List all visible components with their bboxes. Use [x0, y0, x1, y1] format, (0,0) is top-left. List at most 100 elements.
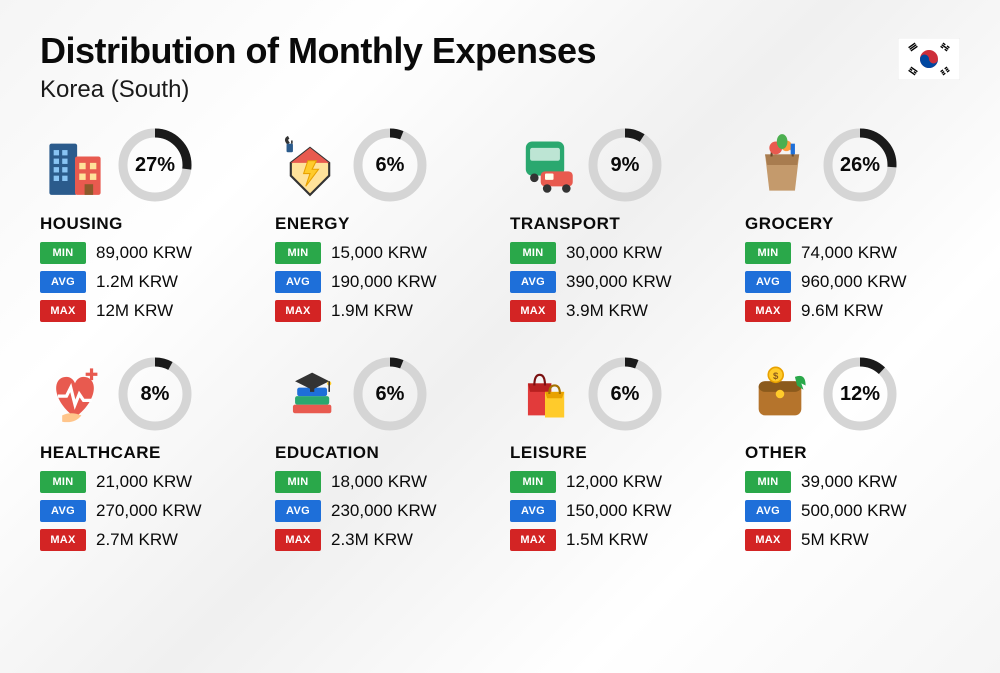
min-value: 15,000 KRW: [331, 243, 427, 263]
category-name: GROCERY: [745, 214, 960, 234]
stat-max: MAX 5M KRW: [745, 529, 960, 551]
max-badge: MAX: [745, 300, 791, 322]
flag-icon: [898, 38, 960, 80]
max-value: 5M KRW: [801, 530, 869, 550]
min-badge: MIN: [40, 242, 86, 264]
max-value: 3.9M KRW: [566, 301, 648, 321]
avg-value: 390,000 KRW: [566, 272, 672, 292]
max-value: 12M KRW: [96, 301, 173, 321]
max-badge: MAX: [275, 529, 321, 551]
transport-icon: [510, 130, 580, 200]
expense-card-leisure: 6% LEISURE MIN 12,000 KRW AVG 150,000 KR…: [510, 357, 725, 558]
expense-card-other: 12% OTHER MIN 39,000 KRW AVG 500,000 KRW…: [745, 357, 960, 558]
header: Distribution of Monthly Expenses Korea (…: [40, 30, 960, 104]
expense-card-energy: 6% ENERGY MIN 15,000 KRW AVG 190,000 KRW…: [275, 128, 490, 329]
min-value: 12,000 KRW: [566, 472, 662, 492]
energy-icon: [275, 130, 345, 200]
percent-donut: 27%: [118, 128, 192, 202]
min-value: 74,000 KRW: [801, 243, 897, 263]
min-value: 89,000 KRW: [96, 243, 192, 263]
stat-avg: AVG 270,000 KRW: [40, 500, 255, 522]
stat-min: MIN 89,000 KRW: [40, 242, 255, 264]
avg-value: 190,000 KRW: [331, 272, 437, 292]
page-subtitle: Korea (South): [40, 76, 960, 104]
grocery-icon: [745, 130, 815, 200]
max-value: 9.6M KRW: [801, 301, 883, 321]
avg-badge: AVG: [745, 271, 791, 293]
stat-min: MIN 18,000 KRW: [275, 471, 490, 493]
page-title: Distribution of Monthly Expenses: [40, 30, 960, 72]
stat-min: MIN 30,000 KRW: [510, 242, 725, 264]
category-name: HEALTHCARE: [40, 443, 255, 463]
avg-badge: AVG: [510, 271, 556, 293]
expense-card-housing: 27% HOUSING MIN 89,000 KRW AVG 1.2M KRW …: [40, 128, 255, 329]
min-badge: MIN: [275, 242, 321, 264]
avg-value: 270,000 KRW: [96, 501, 202, 521]
category-name: ENERGY: [275, 214, 490, 234]
expense-card-education: 6% EDUCATION MIN 18,000 KRW AVG 230,000 …: [275, 357, 490, 558]
avg-badge: AVG: [40, 271, 86, 293]
stat-max: MAX 2.3M KRW: [275, 529, 490, 551]
max-badge: MAX: [510, 300, 556, 322]
min-value: 39,000 KRW: [801, 472, 897, 492]
leisure-icon: [510, 359, 580, 429]
percent-label: 6%: [353, 357, 427, 431]
percent-label: 6%: [353, 128, 427, 202]
expense-grid: 27% HOUSING MIN 89,000 KRW AVG 1.2M KRW …: [40, 128, 960, 558]
percent-donut: 6%: [353, 128, 427, 202]
stat-max: MAX 2.7M KRW: [40, 529, 255, 551]
stat-min: MIN 39,000 KRW: [745, 471, 960, 493]
max-badge: MAX: [510, 529, 556, 551]
category-name: OTHER: [745, 443, 960, 463]
percent-donut: 8%: [118, 357, 192, 431]
max-badge: MAX: [40, 300, 86, 322]
min-badge: MIN: [510, 242, 556, 264]
max-badge: MAX: [40, 529, 86, 551]
avg-badge: AVG: [510, 500, 556, 522]
avg-value: 960,000 KRW: [801, 272, 907, 292]
stat-max: MAX 1.5M KRW: [510, 529, 725, 551]
expense-card-transport: 9% TRANSPORT MIN 30,000 KRW AVG 390,000 …: [510, 128, 725, 329]
max-badge: MAX: [275, 300, 321, 322]
avg-badge: AVG: [745, 500, 791, 522]
stat-min: MIN 12,000 KRW: [510, 471, 725, 493]
category-name: LEISURE: [510, 443, 725, 463]
percent-donut: 6%: [353, 357, 427, 431]
avg-value: 1.2M KRW: [96, 272, 178, 292]
min-badge: MIN: [745, 242, 791, 264]
percent-donut: 6%: [588, 357, 662, 431]
stat-max: MAX 12M KRW: [40, 300, 255, 322]
stat-min: MIN 21,000 KRW: [40, 471, 255, 493]
stat-max: MAX 1.9M KRW: [275, 300, 490, 322]
category-name: TRANSPORT: [510, 214, 725, 234]
min-badge: MIN: [510, 471, 556, 493]
stat-avg: AVG 190,000 KRW: [275, 271, 490, 293]
housing-icon: [40, 130, 110, 200]
max-value: 2.3M KRW: [331, 530, 413, 550]
stat-max: MAX 9.6M KRW: [745, 300, 960, 322]
expense-card-grocery: 26% GROCERY MIN 74,000 KRW AVG 960,000 K…: [745, 128, 960, 329]
avg-value: 230,000 KRW: [331, 501, 437, 521]
min-badge: MIN: [745, 471, 791, 493]
avg-badge: AVG: [275, 271, 321, 293]
stat-avg: AVG 390,000 KRW: [510, 271, 725, 293]
expense-card-healthcare: 8% HEALTHCARE MIN 21,000 KRW AVG 270,000…: [40, 357, 255, 558]
min-badge: MIN: [40, 471, 86, 493]
min-badge: MIN: [275, 471, 321, 493]
category-name: EDUCATION: [275, 443, 490, 463]
max-value: 1.9M KRW: [331, 301, 413, 321]
category-name: HOUSING: [40, 214, 255, 234]
stat-min: MIN 15,000 KRW: [275, 242, 490, 264]
percent-label: 27%: [118, 128, 192, 202]
percent-donut: 9%: [588, 128, 662, 202]
healthcare-icon: [40, 359, 110, 429]
other-icon: [745, 359, 815, 429]
avg-value: 500,000 KRW: [801, 501, 907, 521]
avg-badge: AVG: [40, 500, 86, 522]
percent-label: 26%: [823, 128, 897, 202]
percent-label: 8%: [118, 357, 192, 431]
stat-avg: AVG 150,000 KRW: [510, 500, 725, 522]
stat-avg: AVG 1.2M KRW: [40, 271, 255, 293]
percent-label: 6%: [588, 357, 662, 431]
max-value: 1.5M KRW: [566, 530, 648, 550]
